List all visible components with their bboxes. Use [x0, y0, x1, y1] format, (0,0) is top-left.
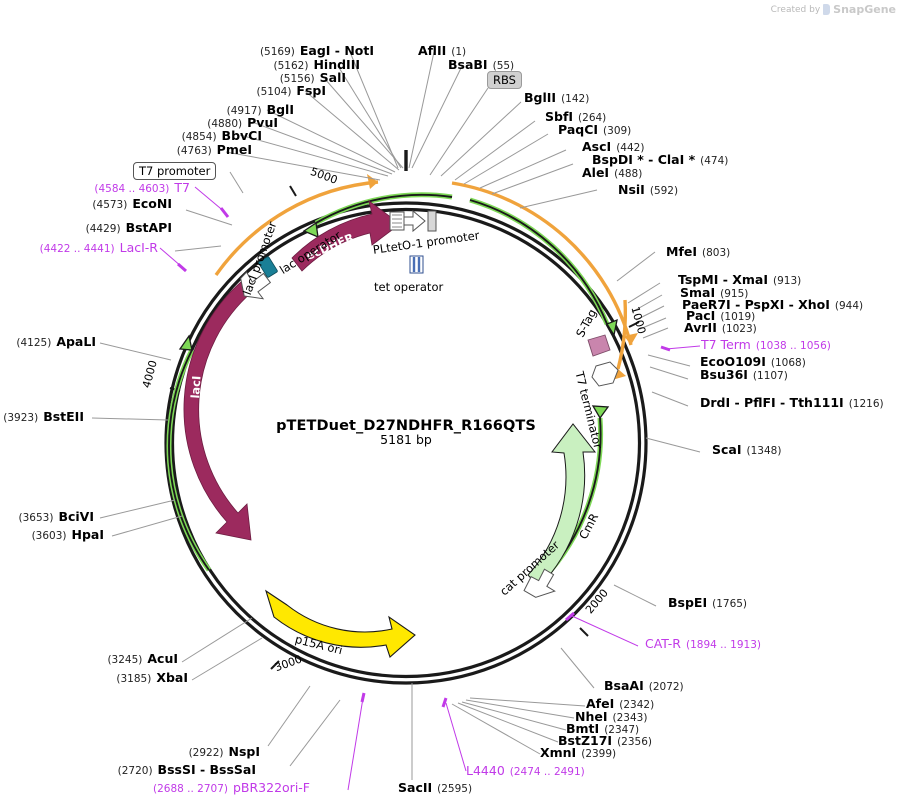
site-bsu36i[interactable]: Bsu36I (1107)	[700, 367, 788, 382]
site-bsabi[interactable]: BsaBI (55)	[448, 57, 515, 72]
site-sali[interactable]: (5156) SalI	[279, 70, 346, 85]
site-bstapi[interactable]: (4429) BstAPI	[85, 220, 172, 235]
orange-feature-arcs	[214, 180, 633, 346]
site-nsii[interactable]: NsiI (592)	[618, 182, 679, 197]
t7-promoter-badge[interactable]: T7 promoter	[133, 162, 217, 180]
site-hpai[interactable]: (3603) HpaI	[31, 527, 104, 542]
primer-cat-r[interactable]: CAT-R (1894 .. 1913)	[645, 636, 761, 651]
site-paci[interactable]: PacI (1019)	[686, 308, 756, 323]
site-paer7i-pspxi-xhoi[interactable]: PaeR7I - PspXI - XhoI (944)	[682, 297, 864, 312]
site-bcivi[interactable]: (3653) BciVI	[18, 509, 94, 524]
feature-laci[interactable]	[183, 280, 253, 541]
feature-label-tet-operator: tet operator	[374, 280, 444, 294]
leader-lines-top	[225, 51, 598, 209]
site-nhei[interactable]: NheI (2343)	[575, 709, 648, 724]
site-aflii[interactable]: AflII (1)	[418, 43, 467, 58]
site-xbai[interactable]: (3185) XbaI	[116, 670, 188, 685]
site-ecoo109i[interactable]: EcoO109I (1068)	[700, 354, 806, 369]
primer-laci-r[interactable]: (4422 .. 4441) LacI-R	[39, 240, 158, 255]
orange-arc-2	[616, 299, 628, 370]
orange-arrowhead-right	[624, 333, 638, 345]
green-feature-arcs-inner	[168, 193, 608, 579]
site-bsteii[interactable]: (3923) BstEII	[3, 409, 84, 424]
feature-tet-operator[interactable]	[409, 255, 424, 274]
plasmid-name: pTETDuet_D27NDHFR_R166QTS	[276, 418, 536, 434]
credit-prefix: Created by	[770, 4, 821, 15]
site-bsaai[interactable]: BsaAI (2072)	[604, 678, 684, 693]
site-afei[interactable]: AfeI (2342)	[586, 696, 655, 711]
site-bmti[interactable]: BmtI (2347)	[566, 721, 640, 736]
site-bspdi-clai[interactable]: BspDI * - ClaI * (474)	[592, 152, 729, 167]
feature-pltet-o1-promoter[interactable]	[389, 209, 437, 233]
site-xmni[interactable]: XmnI (2399)	[540, 745, 617, 760]
plasmid-size: 5181 bp	[380, 432, 432, 447]
site-alei[interactable]: AleI (488)	[582, 165, 643, 180]
leader-lines-right	[411, 251, 701, 780]
site-mfei[interactable]: MfeI (803)	[666, 244, 731, 259]
orange-arrowhead-left	[367, 174, 378, 189]
primer-l4440[interactable]: L4440 (2474 .. 2491)	[466, 763, 585, 778]
feature-lac-operator[interactable]	[258, 256, 278, 278]
feature-label-laci: lacI	[188, 375, 204, 399]
primer-t7[interactable]: (4584 .. 4603) T7	[94, 180, 190, 195]
snapgene-credit: Created by SnapGene	[771, 3, 896, 16]
site-econi[interactable]: (4573) EcoNI	[92, 196, 172, 211]
site-paqci[interactable]: PaqCI (309)	[558, 122, 632, 137]
green-arrowhead-laci	[178, 334, 193, 351]
site-bspei[interactable]: BspEI (1765)	[668, 595, 748, 610]
site-scai[interactable]: ScaI (1348)	[712, 442, 782, 457]
site-nspi[interactable]: (2922) NspI	[188, 744, 260, 759]
primer-t7-term[interactable]: T7 Term (1038 .. 1056)	[701, 337, 831, 352]
site-eagi-noti[interactable]: (5169) EagI - NotI	[259, 43, 374, 58]
rbs-badge[interactable]: RBS	[487, 71, 522, 89]
site-bgli[interactable]: (4917) BglI	[226, 102, 294, 117]
site-bsssi-bsssai[interactable]: (2720) BssSI - BssSaI	[117, 762, 256, 777]
site-hindiii[interactable]: (5162) HindIII	[273, 57, 360, 72]
site-bglii[interactable]: BglII (142)	[524, 90, 590, 105]
green-arrowhead-t7term	[606, 318, 618, 337]
site-pmei[interactable]: (4763) PmeI	[176, 142, 252, 157]
site-sbfi[interactable]: SbfI (264)	[545, 109, 607, 124]
site-asci[interactable]: AscI (442)	[582, 139, 645, 154]
primer-pbr322ori-f[interactable]: (2688 .. 2707) pBR322ori-F	[152, 780, 310, 795]
plasmid-backbone	[164, 201, 648, 685]
feature-t7-terminator[interactable]	[591, 361, 619, 387]
credit-brand: SnapGene	[833, 3, 896, 16]
site-smai[interactable]: SmaI (915)	[680, 285, 749, 300]
site-drdi-pflfi-tth111i[interactable]: DrdI - PflFI - Tth111I (1216)	[700, 395, 884, 410]
feature-laci-promoter[interactable]	[238, 270, 272, 300]
site-apali[interactable]: (4125) ApaLI	[16, 334, 96, 349]
site-tspmi-xmai[interactable]: TspMI - XmaI (913)	[678, 272, 802, 287]
site-sacii[interactable]: SacII (2595)	[398, 780, 473, 795]
green-arrowhead-dhfr	[302, 221, 319, 239]
site-bstz17i[interactable]: BstZ17I (2356)	[558, 733, 652, 748]
site-pvui[interactable]: (4880) PvuI	[207, 115, 278, 130]
feature-p15a-ori[interactable]	[265, 589, 416, 658]
feature-cat-promoter[interactable]	[520, 567, 559, 600]
site-fspi[interactable]: (5104) FspI	[256, 83, 327, 98]
site-avrii[interactable]: AvrII (1023)	[684, 320, 757, 335]
feature-cmr[interactable]	[527, 423, 597, 588]
site-acui[interactable]: (3245) AcuI	[107, 651, 178, 666]
primer-leader-lines	[159, 186, 701, 791]
green-arrowhead-cmr	[591, 405, 610, 420]
site-bbvci[interactable]: (4854) BbvCI	[181, 128, 262, 143]
snapgene-logo-icon	[823, 4, 831, 15]
feature-s-tag[interactable]	[587, 334, 611, 357]
leader-lines-left	[91, 171, 341, 767]
